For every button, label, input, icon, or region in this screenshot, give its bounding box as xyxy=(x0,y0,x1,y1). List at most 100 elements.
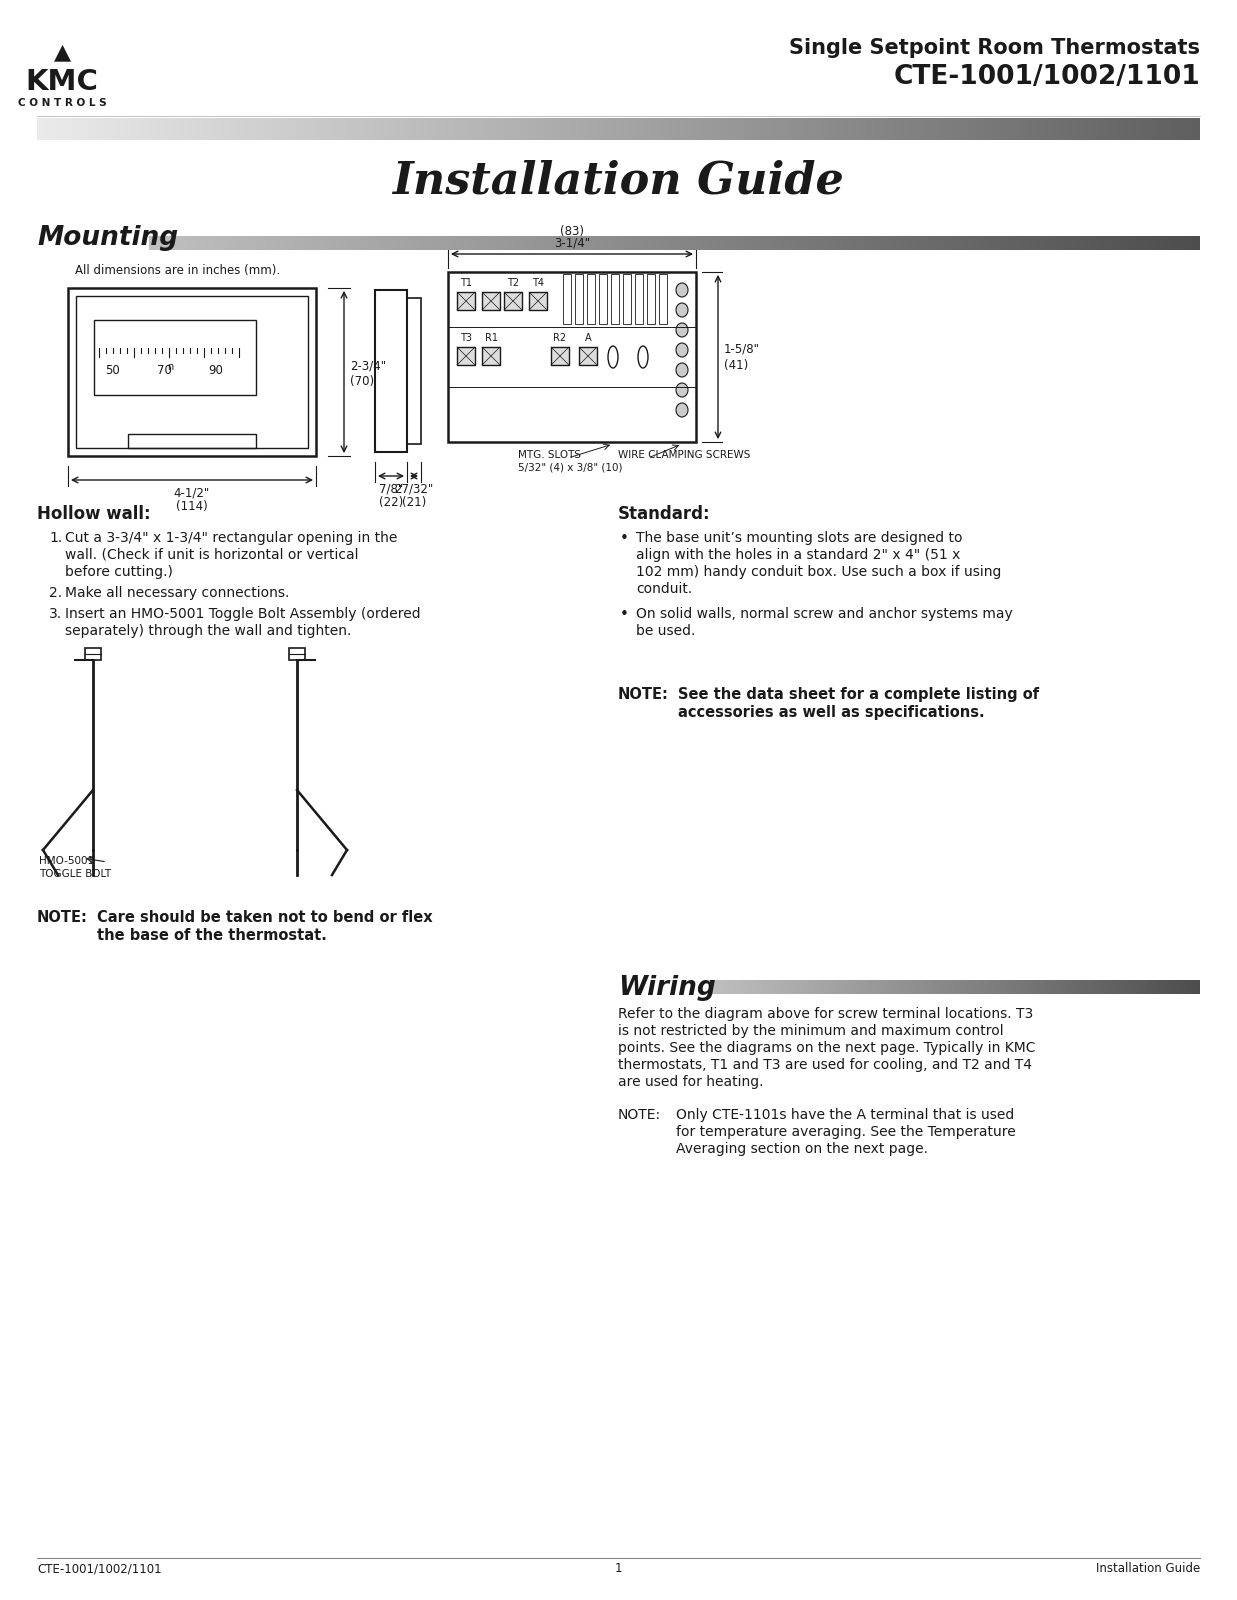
Text: Insert an HMO-5001 Toggle Bolt Assembly (ordered: Insert an HMO-5001 Toggle Bolt Assembly … xyxy=(66,606,421,621)
Text: (114): (114) xyxy=(176,499,208,514)
Text: NOTE:: NOTE: xyxy=(618,1107,661,1122)
Text: 3.: 3. xyxy=(49,606,62,621)
Bar xyxy=(456,291,475,310)
Bar xyxy=(85,648,101,659)
Bar xyxy=(75,296,308,448)
Text: 5/32" (4) x 3/8" (10): 5/32" (4) x 3/8" (10) xyxy=(518,462,622,474)
Text: •: • xyxy=(620,531,628,546)
Text: Care should be taken not to bend or flex: Care should be taken not to bend or flex xyxy=(96,910,433,925)
Bar xyxy=(407,298,421,443)
Text: ▲: ▲ xyxy=(53,42,71,62)
Text: points. See the diagrams on the next page. Typically in KMC: points. See the diagrams on the next pag… xyxy=(618,1042,1035,1054)
Text: before cutting.): before cutting.) xyxy=(66,565,173,579)
Bar xyxy=(375,290,407,451)
Text: Make all necessary connections.: Make all necessary connections. xyxy=(66,586,289,600)
Bar xyxy=(68,288,315,456)
Ellipse shape xyxy=(675,363,688,378)
Text: (70): (70) xyxy=(350,376,374,389)
Bar xyxy=(599,274,607,323)
Text: MTG. SLOTS: MTG. SLOTS xyxy=(518,450,581,461)
Text: CTE-1001/1002/1101: CTE-1001/1002/1101 xyxy=(893,64,1200,90)
Text: the base of the thermostat.: the base of the thermostat. xyxy=(96,928,327,942)
Text: Only CTE-1101s have the A terminal that is used: Only CTE-1101s have the A terminal that … xyxy=(675,1107,1014,1122)
Bar xyxy=(503,291,522,310)
Text: 70: 70 xyxy=(157,363,172,376)
Text: align with the holes in a standard 2" x 4" (51 x: align with the holes in a standard 2" x … xyxy=(636,547,960,562)
Text: NOTE:: NOTE: xyxy=(37,910,88,925)
Bar xyxy=(482,347,500,365)
Bar xyxy=(579,347,597,365)
Bar xyxy=(623,274,631,323)
Text: for temperature averaging. See the Temperature: for temperature averaging. See the Tempe… xyxy=(675,1125,1016,1139)
Ellipse shape xyxy=(675,323,688,338)
Text: KMC: KMC xyxy=(26,67,99,96)
Text: (41): (41) xyxy=(724,358,748,371)
Text: 50: 50 xyxy=(105,363,120,376)
Text: R2: R2 xyxy=(553,333,567,342)
Bar xyxy=(456,347,475,365)
Text: (22): (22) xyxy=(379,496,403,509)
Text: 90: 90 xyxy=(209,363,224,376)
Text: CTE-1001/1002/1101: CTE-1001/1002/1101 xyxy=(37,1562,162,1574)
Text: thermostats, T1 and T3 are used for cooling, and T2 and T4: thermostats, T1 and T3 are used for cool… xyxy=(618,1058,1032,1072)
Text: The base unit’s mounting slots are designed to: The base unit’s mounting slots are desig… xyxy=(636,531,962,546)
Text: Refer to the diagram above for screw terminal locations. T3: Refer to the diagram above for screw ter… xyxy=(618,1006,1033,1021)
Text: Installation Guide: Installation Guide xyxy=(392,160,844,203)
Text: 102 mm) handy conduit box. Use such a box if using: 102 mm) handy conduit box. Use such a bo… xyxy=(636,565,1002,579)
Text: 2.: 2. xyxy=(49,586,62,600)
Text: Wiring: Wiring xyxy=(618,974,716,1002)
Bar xyxy=(563,274,571,323)
Ellipse shape xyxy=(675,382,688,397)
Text: (21): (21) xyxy=(402,496,426,509)
Text: T3: T3 xyxy=(460,333,473,342)
Text: See the data sheet for a complete listing of: See the data sheet for a complete listin… xyxy=(678,686,1039,702)
Text: R1: R1 xyxy=(485,333,497,342)
Bar xyxy=(94,320,256,395)
Text: TOGGLE BOLT: TOGGLE BOLT xyxy=(40,869,111,878)
Text: All dimensions are in inches (mm).: All dimensions are in inches (mm). xyxy=(75,264,280,277)
Text: Cut a 3-3/4" x 1-3/4" rectangular opening in the: Cut a 3-3/4" x 1-3/4" rectangular openin… xyxy=(66,531,397,546)
Bar xyxy=(482,291,500,310)
Text: WIRE CLAMPING SCREWS: WIRE CLAMPING SCREWS xyxy=(618,450,751,461)
Text: accessories as well as specifications.: accessories as well as specifications. xyxy=(678,706,985,720)
Bar xyxy=(659,274,667,323)
Text: separately) through the wall and tighten.: separately) through the wall and tighten… xyxy=(66,624,351,638)
Text: 1: 1 xyxy=(615,1562,622,1574)
Bar xyxy=(647,274,656,323)
Ellipse shape xyxy=(675,403,688,418)
Ellipse shape xyxy=(675,283,688,298)
Text: On solid walls, normal screw and anchor systems may: On solid walls, normal screw and anchor … xyxy=(636,606,1013,621)
Text: Installation Guide: Installation Guide xyxy=(1096,1562,1200,1574)
Text: •: • xyxy=(620,606,628,622)
Text: C O N T R O L S: C O N T R O L S xyxy=(17,98,106,109)
Text: 4-1/2": 4-1/2" xyxy=(174,486,210,499)
Text: Averaging section on the next page.: Averaging section on the next page. xyxy=(675,1142,928,1155)
Text: A: A xyxy=(585,333,591,342)
Text: 7/8": 7/8" xyxy=(379,482,403,494)
Text: be used.: be used. xyxy=(636,624,695,638)
Ellipse shape xyxy=(675,342,688,357)
Text: Standard:: Standard: xyxy=(618,506,710,523)
Bar xyxy=(575,274,583,323)
Text: conduit.: conduit. xyxy=(636,582,693,595)
Text: (83): (83) xyxy=(560,226,584,238)
Text: 3-1/4": 3-1/4" xyxy=(554,237,590,250)
Text: n: n xyxy=(167,362,173,371)
Ellipse shape xyxy=(675,302,688,317)
Bar xyxy=(550,347,569,365)
Text: are used for heating.: are used for heating. xyxy=(618,1075,763,1090)
Text: HMO-5001: HMO-5001 xyxy=(40,856,94,866)
Bar xyxy=(588,274,595,323)
Bar xyxy=(448,272,696,442)
Text: Mounting: Mounting xyxy=(37,226,178,251)
Text: 1.: 1. xyxy=(49,531,62,546)
Text: 27/32": 27/32" xyxy=(395,482,434,494)
Text: T2: T2 xyxy=(507,278,520,288)
Text: Single Setpoint Room Thermostats: Single Setpoint Room Thermostats xyxy=(789,38,1200,58)
Text: wall. (Check if unit is horizontal or vertical: wall. (Check if unit is horizontal or ve… xyxy=(66,547,359,562)
Text: Hollow wall:: Hollow wall: xyxy=(37,506,151,523)
Text: T1: T1 xyxy=(460,278,473,288)
Text: is not restricted by the minimum and maximum control: is not restricted by the minimum and max… xyxy=(618,1024,1003,1038)
Bar xyxy=(289,648,306,659)
Bar xyxy=(127,434,256,448)
